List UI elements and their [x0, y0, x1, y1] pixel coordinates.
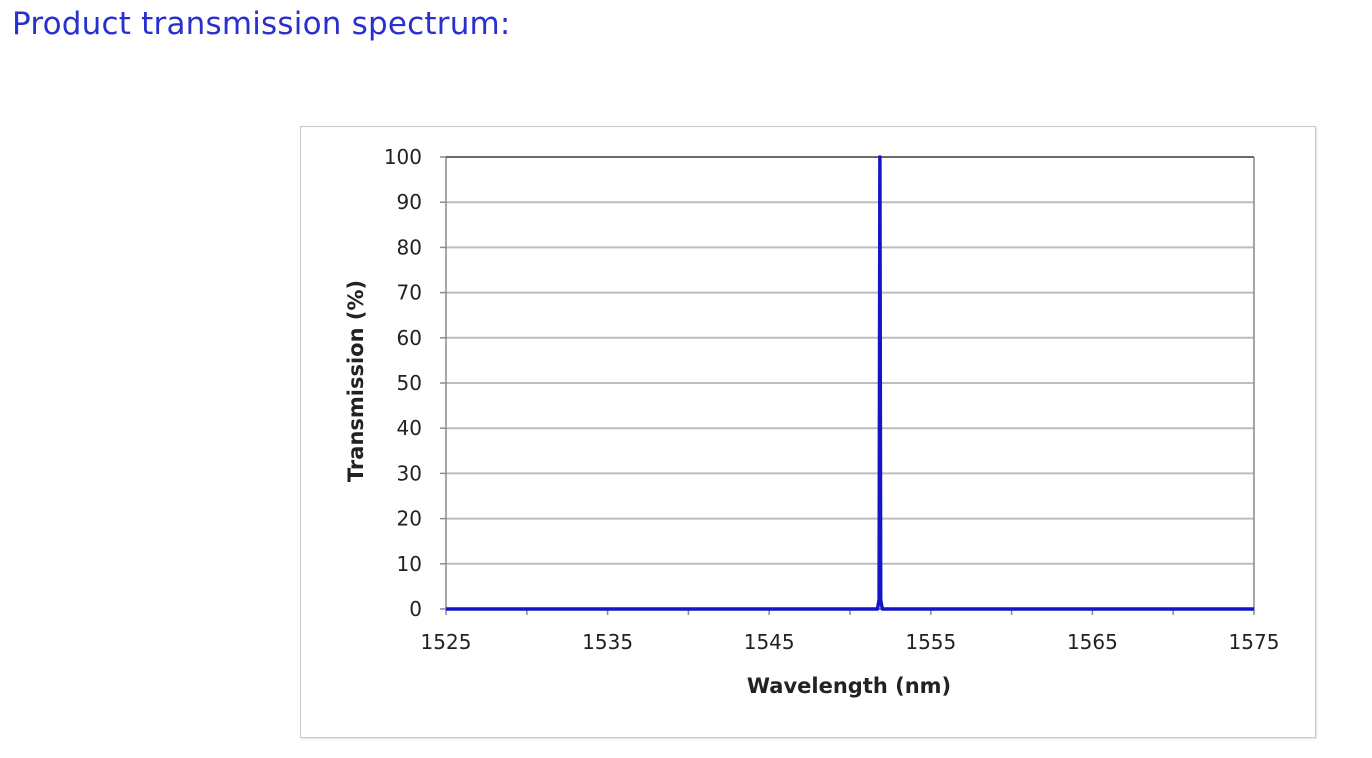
- x-tick-label: 1525: [421, 630, 472, 654]
- y-tick-label: 40: [397, 416, 422, 440]
- x-tick-label: 1575: [1229, 630, 1280, 654]
- y-tick-label: 20: [397, 507, 422, 531]
- y-tick-label: 30: [397, 461, 422, 485]
- axis-layer: 0 10 20 30 40 50 60 70 80 90 100 1525 1535 1545 1555 15…: [384, 145, 1280, 654]
- y-tick-label: 70: [397, 281, 422, 305]
- transmission-chart: 0 10 20 30 40 50 60 70 80 90 100 1525 1535 1545 1555 15…: [344, 145, 1280, 698]
- x-axis-label: Wavelength (nm): [747, 674, 951, 698]
- y-tick-label: 0: [409, 597, 422, 621]
- x-tick-label: 1555: [905, 630, 956, 654]
- chart-frame: 0 10 20 30 40 50 60 70 80 90 100 1525 1535 1545 1555 15…: [300, 126, 1316, 738]
- page-heading: Product transmission spectrum:: [12, 6, 511, 42]
- label-layer: Wavelength (nm) Transmission (%): [344, 280, 951, 698]
- y-tick-label: 90: [397, 190, 422, 214]
- series-line: [446, 155, 1254, 611]
- y-tick-label: 80: [397, 235, 422, 259]
- y-tick-label: 60: [397, 326, 422, 350]
- x-tick-label: 1565: [1067, 630, 1118, 654]
- x-tick-label: 1545: [744, 630, 795, 654]
- y-tick-label: 10: [397, 552, 422, 576]
- y-axis-label: Transmission (%): [344, 280, 368, 482]
- series-layer: [446, 155, 1254, 611]
- grid-layer: [446, 156, 1254, 610]
- y-tick-label: 50: [397, 371, 422, 395]
- x-tick-label: 1535: [582, 630, 633, 654]
- y-tick-label: 100: [384, 145, 422, 169]
